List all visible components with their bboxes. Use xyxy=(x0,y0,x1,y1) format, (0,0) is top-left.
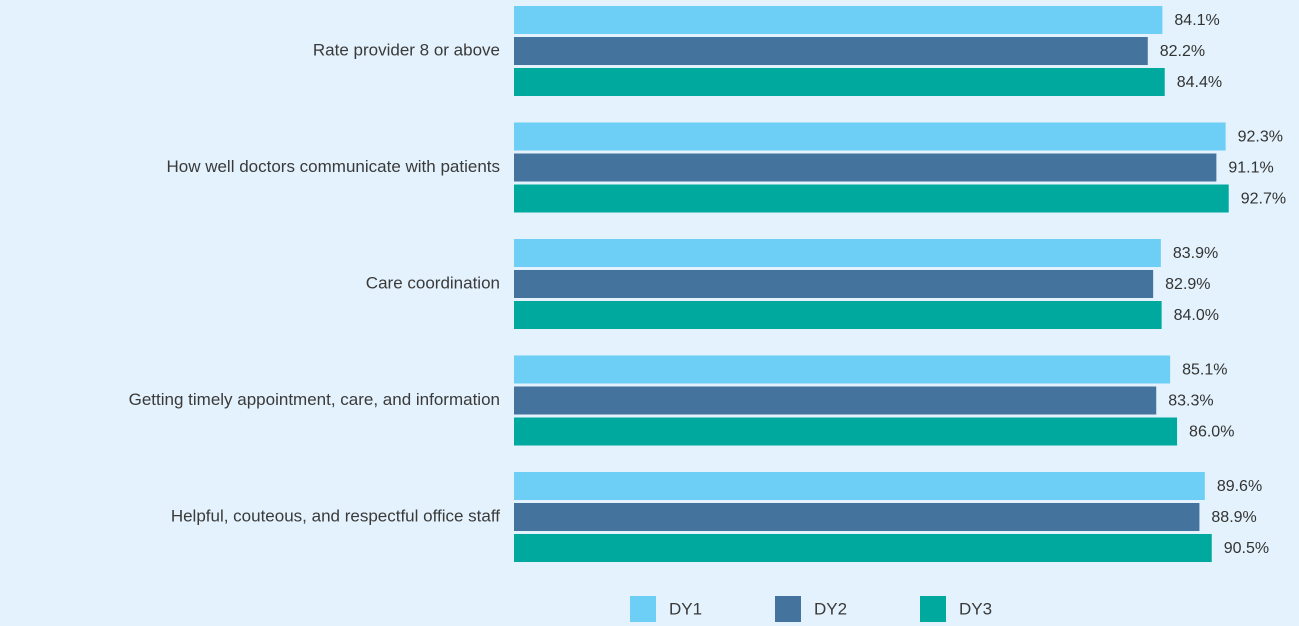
bar xyxy=(514,503,1200,531)
bar xyxy=(514,239,1161,267)
value-label: 90.5% xyxy=(1224,540,1269,557)
bar xyxy=(514,68,1165,96)
bar xyxy=(514,301,1162,329)
legend-swatch xyxy=(775,596,801,622)
bar xyxy=(514,122,1226,151)
value-label: 83.9% xyxy=(1173,245,1218,262)
value-label: 92.3% xyxy=(1238,129,1283,146)
value-label: 92.7% xyxy=(1241,191,1286,208)
bar xyxy=(514,472,1205,500)
category-label: Rate provider 8 or above xyxy=(313,40,500,59)
bar xyxy=(514,184,1229,213)
value-label: 84.0% xyxy=(1174,307,1219,324)
legend-swatch xyxy=(920,596,946,622)
legend-label: DY3 xyxy=(959,599,992,618)
bar xyxy=(514,417,1178,446)
bar xyxy=(514,153,1217,182)
category-label: Helpful, couteous, and respectful office… xyxy=(171,506,500,525)
value-label: 84.4% xyxy=(1177,74,1222,91)
category-label: Getting timely appointment, care, and in… xyxy=(129,390,500,409)
value-label: 82.2% xyxy=(1160,43,1205,60)
legend-label: DY1 xyxy=(669,599,702,618)
value-label: 89.6% xyxy=(1217,478,1262,495)
value-label: 85.1% xyxy=(1182,362,1227,379)
bar xyxy=(514,270,1154,298)
legend-label: DY2 xyxy=(814,599,847,618)
value-label: 88.9% xyxy=(1211,509,1256,526)
bar xyxy=(514,534,1212,562)
category-label: Care coordination xyxy=(366,273,500,292)
value-label: 84.1% xyxy=(1174,12,1219,29)
value-label: 82.9% xyxy=(1165,276,1210,293)
legend-swatch xyxy=(630,596,656,622)
bar xyxy=(514,6,1163,34)
value-label: 86.0% xyxy=(1189,424,1234,441)
bar xyxy=(514,386,1157,415)
category-label: How well doctors communicate with patien… xyxy=(166,157,500,176)
value-label: 91.1% xyxy=(1228,160,1273,177)
bar xyxy=(514,355,1171,384)
value-label: 83.3% xyxy=(1168,393,1213,410)
bar xyxy=(514,37,1148,65)
